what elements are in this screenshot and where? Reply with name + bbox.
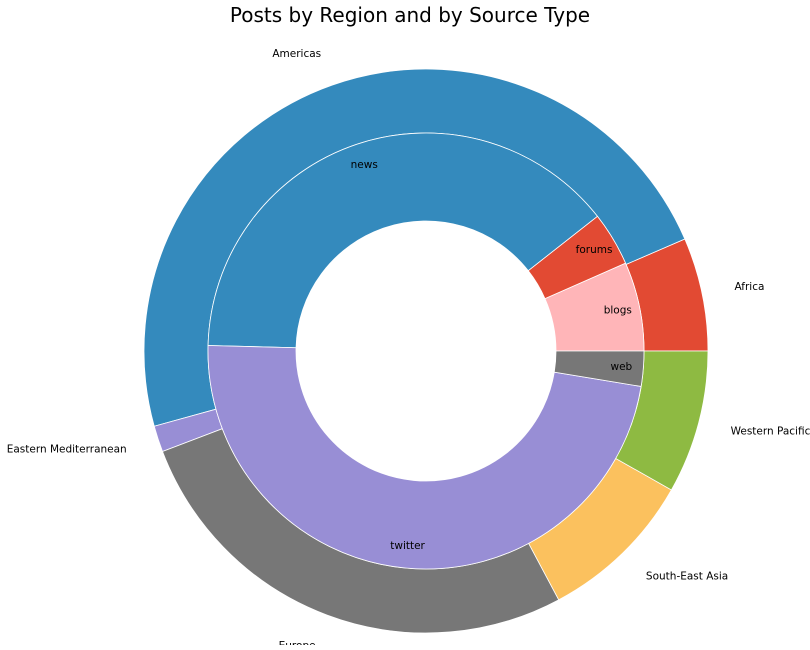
outer-ring (143, 68, 709, 634)
outer-label-europe: Europe (279, 640, 316, 645)
inner-ring-labels: blogs forums news twitter web (351, 159, 633, 552)
outer-ring-labels: Africa Americas Eastern Mediterranean Europ… (7, 48, 810, 650)
outer-label-south-east-asia: South-East Asia (646, 571, 728, 583)
inner-label-blogs: blogs (604, 305, 632, 317)
inner-label-forums: forums (576, 244, 613, 256)
inner-label-news: news (351, 159, 378, 171)
outer-label-eastern-mediterranean: Eastern Mediterranean (7, 443, 127, 455)
inner-slice-twitter (207, 345, 642, 570)
inner-label-twitter: twitter (390, 540, 425, 552)
inner-slice-web (553, 350, 645, 387)
outer-label-western-pacific: Western Pacific (731, 425, 810, 437)
outer-label-americas: Americas (272, 48, 321, 60)
chart-title: Posts by Region and by Source Type (230, 3, 590, 27)
inner-label-web: web (610, 361, 632, 373)
inner-ring (207, 132, 645, 570)
outer-label-africa: Africa (734, 281, 764, 293)
inner-slice-news (207, 132, 598, 349)
